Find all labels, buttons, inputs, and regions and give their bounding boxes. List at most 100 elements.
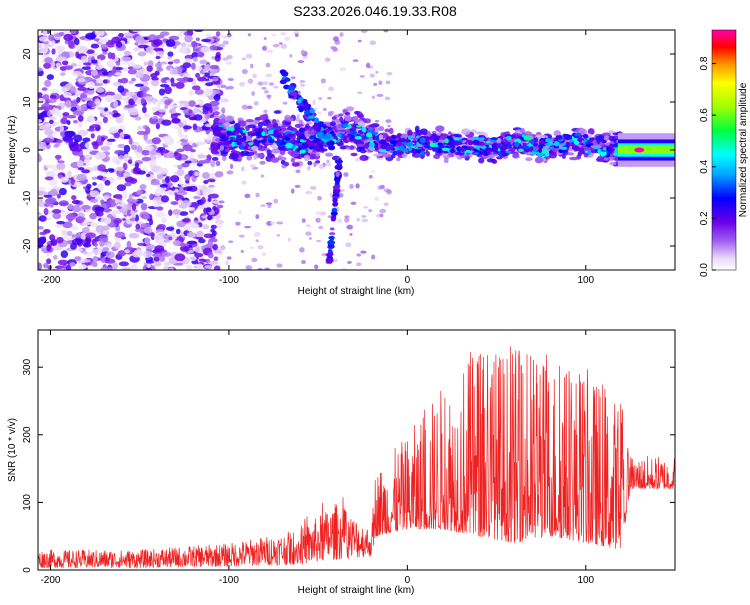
heatmap-cell — [71, 71, 83, 76]
heatmap-cell — [478, 141, 484, 146]
heatmap-cell — [530, 139, 535, 145]
heatmap-cell — [140, 223, 148, 229]
heatmap-cell — [42, 137, 53, 143]
heatmap-cell — [325, 162, 332, 167]
heatmap-cell — [65, 100, 72, 108]
heatmap-cell — [123, 153, 130, 161]
heatmap-cell — [143, 226, 153, 234]
heatmap-cell — [179, 211, 189, 216]
heatmap-cell — [394, 135, 401, 139]
heatmap-cell — [372, 134, 376, 141]
heatmap-cell — [332, 36, 339, 42]
heatmap-cell — [284, 161, 290, 167]
heatmap-cell — [245, 135, 253, 143]
heatmap-cell — [98, 38, 109, 44]
heatmap-cell — [495, 144, 502, 149]
heatmap-cell — [66, 239, 74, 245]
heatmap-cell — [113, 93, 123, 101]
heatmap-cell — [226, 127, 234, 132]
heatmap-cell — [242, 135, 247, 140]
heatmap-cell — [505, 150, 512, 154]
heatmap-cell — [99, 171, 108, 176]
heatmap-cell — [267, 135, 271, 141]
heatmap-cell — [613, 152, 619, 156]
heatmap-cell — [388, 127, 394, 135]
heatmap-cell — [80, 55, 88, 63]
spectrogram-ylabel: Frequency (Hz) — [7, 116, 18, 185]
heatmap-cell — [137, 125, 144, 130]
heatmap-cell — [337, 133, 342, 137]
x-tick-label: 0 — [405, 275, 411, 286]
heatmap-cell — [155, 55, 161, 60]
heatmap-cell — [548, 151, 558, 159]
heatmap-cell — [238, 144, 244, 150]
heatmap-cell — [38, 262, 43, 270]
heatmap-cell — [447, 141, 454, 146]
heatmap-cell — [250, 63, 254, 69]
heatmap-cell — [74, 256, 82, 261]
heatmap-cell — [290, 76, 296, 80]
heatmap-cell — [178, 121, 184, 128]
heatmap-cell — [56, 193, 62, 199]
heatmap-cell — [378, 140, 386, 145]
heatmap-cell — [297, 60, 305, 64]
heatmap-cell — [266, 49, 274, 54]
heatmap-cell — [300, 83, 306, 87]
heatmap-cell — [490, 137, 498, 140]
heatmap-cell — [385, 80, 391, 85]
heatmap-cell — [203, 233, 214, 239]
heatmap-cell — [332, 185, 340, 190]
heatmap-cell — [46, 197, 57, 204]
heatmap-cell — [263, 89, 269, 94]
heatmap-cell — [182, 144, 193, 152]
heatmap-cell — [132, 94, 138, 102]
heatmap-cell — [227, 77, 234, 81]
heatmap-cell — [91, 176, 99, 180]
heatmap-cell — [60, 250, 69, 259]
heatmap-cell — [143, 61, 148, 66]
heatmap-cell — [192, 195, 201, 200]
heatmap-cell — [44, 79, 52, 88]
heatmap-cell — [265, 73, 273, 78]
heatmap-cell — [491, 159, 498, 164]
heatmap-cell — [38, 226, 44, 230]
heatmap-cell — [138, 39, 149, 44]
heatmap-cell — [260, 204, 266, 207]
heatmap-cell — [199, 59, 208, 65]
heatmap-cell — [302, 99, 308, 104]
heatmap-cell — [224, 139, 230, 146]
heatmap-cell — [357, 39, 362, 43]
heatmap-cell — [336, 218, 343, 224]
heatmap-cell — [109, 199, 116, 203]
heatmap-cell — [89, 212, 98, 220]
heatmap-cell — [545, 138, 552, 143]
heatmap-cell — [174, 58, 181, 64]
heatmap-cell — [271, 143, 277, 148]
heatmap-cell — [77, 119, 83, 128]
chart-title: S233.2026.046.19.33.R08 — [293, 3, 457, 19]
heatmap-cell — [156, 67, 164, 72]
heatmap-cell — [478, 137, 485, 141]
heatmap-cell — [48, 178, 58, 187]
snr-frame — [37, 329, 676, 571]
heatmap-cell — [589, 137, 595, 141]
heatmap-cell — [351, 115, 359, 121]
heatmap-cell — [379, 213, 384, 218]
heatmap-cell — [276, 263, 283, 268]
heatmap-cell — [608, 161, 617, 166]
heatmap-cell — [307, 166, 311, 171]
heatmap-cell — [93, 38, 100, 42]
heatmap-cell — [583, 152, 589, 158]
heatmap-cell — [356, 262, 362, 267]
heatmap-cell — [608, 148, 613, 154]
heatmap-cell — [61, 60, 69, 66]
heatmap-cell — [136, 130, 147, 136]
heatmap-cell — [108, 168, 115, 173]
heatmap-cell — [38, 215, 47, 222]
heatmap-cell — [194, 246, 200, 253]
heatmap-cell — [265, 119, 270, 123]
heatmap-cell — [318, 97, 323, 100]
heatmap-cell — [115, 61, 121, 66]
heatmap-cell — [171, 117, 181, 124]
heatmap-cell — [144, 95, 154, 102]
